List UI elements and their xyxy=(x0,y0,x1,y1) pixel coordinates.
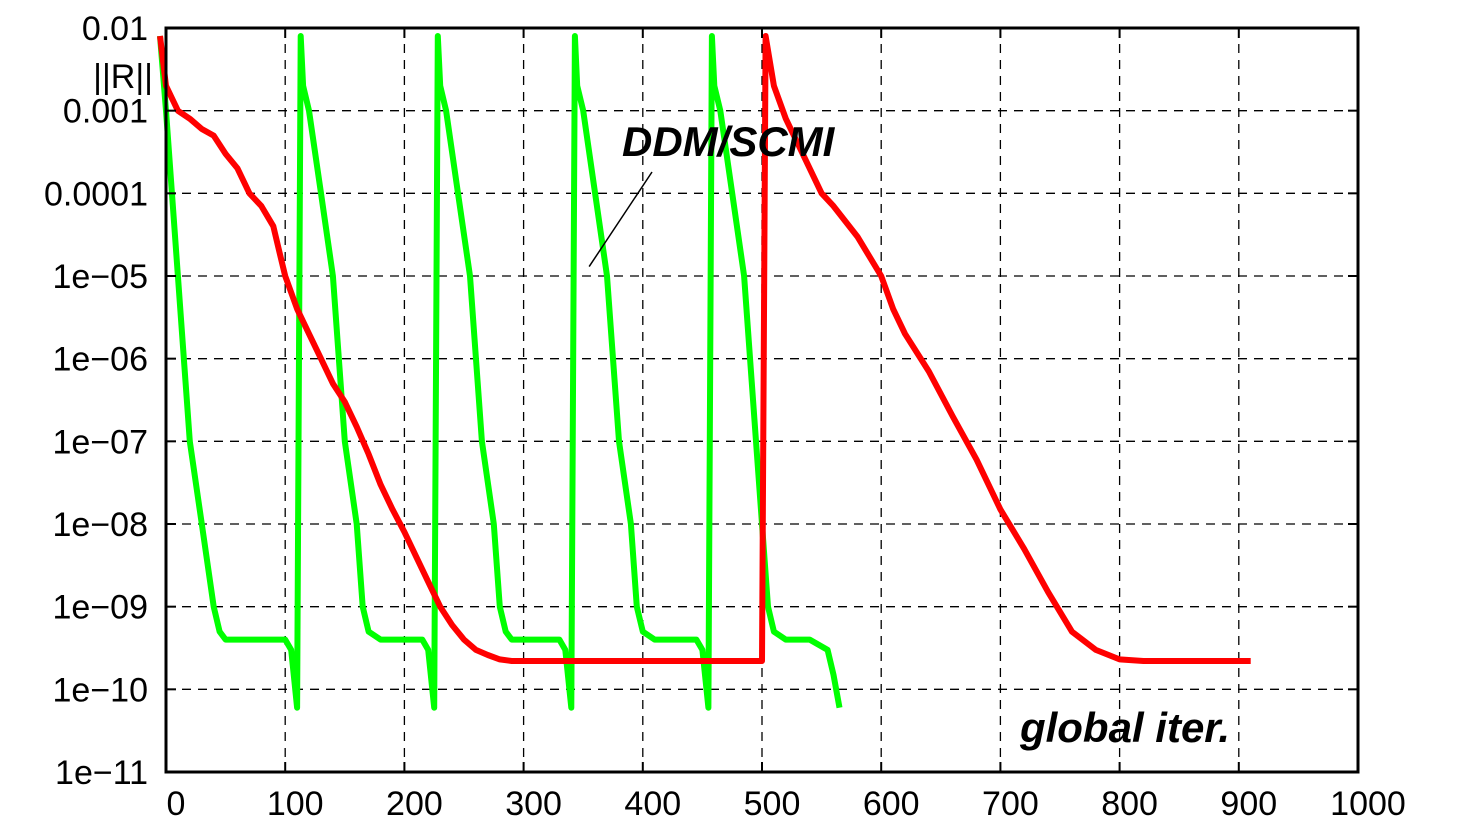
y-tick-label: 1e−08 xyxy=(53,506,149,544)
annotation-ddm-scmi: DDM/SCMI xyxy=(622,118,836,165)
x-tick-label: 200 xyxy=(386,785,443,823)
y-tick-label: 1e−06 xyxy=(53,341,149,379)
series-line-2 xyxy=(157,33,1251,664)
x-tick-label: 500 xyxy=(744,785,801,823)
y-axis-label: ||R|| xyxy=(93,58,153,96)
annotation-leader-line xyxy=(588,171,653,267)
x-tick-label: 300 xyxy=(505,785,562,823)
ticks-layer xyxy=(165,27,1359,773)
y-tick-label: 1e−07 xyxy=(53,423,149,461)
x-tick-label: 800 xyxy=(1101,785,1158,823)
x-tick-label: 1000 xyxy=(1330,785,1406,823)
y-tick-label: 0.01 xyxy=(82,10,148,48)
labels-layer: 0 100 200 300 400 500 600 700 800 900 1000 0.01 0.00… xyxy=(44,10,1406,823)
x-tick-label: 700 xyxy=(982,785,1039,823)
x-tick-label: 0 xyxy=(167,785,186,823)
x-tick-label: 400 xyxy=(624,785,681,823)
x-tick-label: 900 xyxy=(1220,785,1277,823)
y-tick-label: 0.001 xyxy=(63,93,148,131)
x-axis-label: global iter. xyxy=(1019,704,1230,751)
x-tick-label: 600 xyxy=(863,785,920,823)
series-line-1 xyxy=(157,33,843,711)
series-layer xyxy=(157,33,1251,711)
y-tick-label: 0.0001 xyxy=(44,175,148,213)
x-tick-label: 100 xyxy=(267,785,324,823)
y-tick-label: 1e−09 xyxy=(53,589,149,627)
y-tick-label: 1e−05 xyxy=(53,258,149,296)
y-tick-label: 1e−11 xyxy=(55,754,148,792)
y-tick-label: 1e−10 xyxy=(53,671,149,709)
